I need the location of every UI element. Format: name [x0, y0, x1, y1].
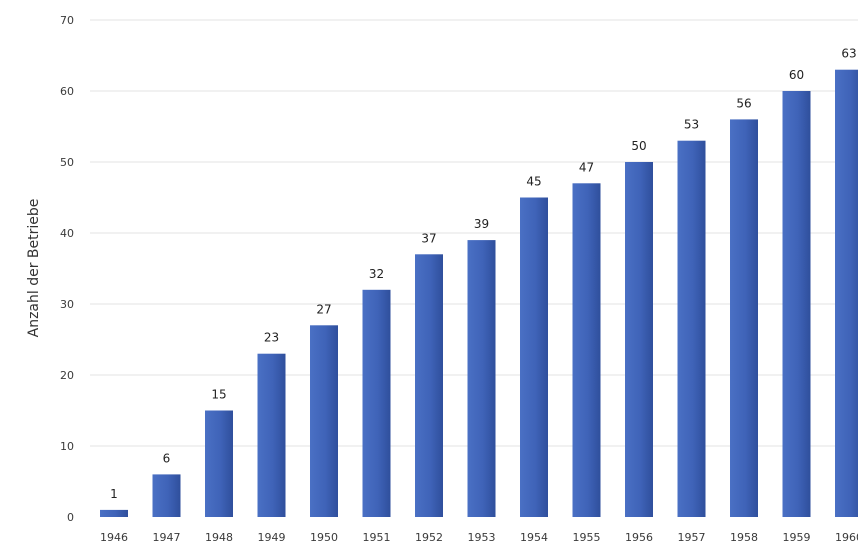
bar-1955	[572, 183, 601, 518]
bar-1946	[100, 509, 128, 517]
bar-1950	[310, 325, 338, 517]
y-tick-label: 40	[60, 227, 74, 240]
data-label-1950: 27	[316, 302, 331, 316]
bar-1951	[362, 289, 391, 517]
y-tick-label: 20	[60, 369, 74, 382]
y-axis-ticks: 0 10 20 30 40 50 60 70	[60, 14, 74, 524]
bar-1956	[625, 162, 653, 517]
y-tick-label: 50	[60, 156, 74, 169]
data-labels: 1 6 15 23 27 32 37 39 45 47 50 53 56 60 63	[110, 47, 856, 501]
x-tick-label-1951: 1951	[363, 531, 391, 544]
x-tick-label-1949: 1949	[258, 531, 286, 544]
data-label-1955: 47	[579, 160, 594, 174]
x-tick-label-1957: 1957	[678, 531, 706, 544]
data-label-1948: 15	[211, 388, 226, 402]
bar-1957	[677, 140, 706, 517]
x-axis-ticks: 1946 1947 1948 1949 1950 1951 1952 1953 1954 1955…	[100, 531, 858, 544]
x-tick-label-1953: 1953	[468, 531, 496, 544]
bar-1960	[835, 69, 858, 517]
y-tick-label: 30	[60, 298, 74, 311]
y-tick-label: 0	[67, 511, 74, 524]
x-tick-label-1952: 1952	[415, 531, 443, 544]
x-tick-label-1956: 1956	[625, 531, 653, 544]
x-tick-label-1960: 1960	[835, 531, 858, 544]
data-label-1946: 1	[110, 487, 118, 501]
bar-1952	[415, 254, 443, 518]
y-axis-label: Anzahl der Betriebe	[26, 199, 42, 338]
y-tick-label: 60	[60, 85, 74, 98]
data-label-1949: 23	[264, 331, 279, 345]
x-tick-label-1955: 1955	[573, 531, 601, 544]
bar-1953	[467, 240, 496, 517]
data-label-1952: 37	[421, 231, 436, 245]
x-tick-label-1950: 1950	[310, 531, 338, 544]
x-tick-label-1948: 1948	[205, 531, 233, 544]
bars	[100, 69, 858, 518]
y-tick-label: 70	[60, 14, 74, 27]
data-label-1951: 32	[369, 267, 384, 281]
x-tick-label-1958: 1958	[730, 531, 758, 544]
bar-1949	[257, 353, 286, 517]
y-tick-label: 10	[60, 440, 74, 453]
data-label-1947: 6	[163, 451, 171, 465]
bar-1959	[782, 91, 811, 517]
x-tick-label-1954: 1954	[520, 531, 548, 544]
x-tick-label-1959: 1959	[783, 531, 811, 544]
data-label-1959: 60	[789, 68, 804, 82]
x-tick-label-1946: 1946	[100, 531, 128, 544]
x-tick-label-1947: 1947	[153, 531, 181, 544]
bar-1954	[520, 197, 548, 517]
bar-1947	[152, 474, 181, 517]
data-label-1954: 45	[526, 175, 541, 189]
data-label-1957: 53	[684, 118, 699, 132]
data-label-1956: 50	[631, 139, 646, 153]
data-label-1953: 39	[474, 217, 489, 231]
bar-1948	[205, 410, 233, 517]
data-label-1958: 56	[736, 96, 751, 110]
bar-1958	[730, 119, 758, 518]
data-label-1960: 63	[841, 47, 856, 61]
